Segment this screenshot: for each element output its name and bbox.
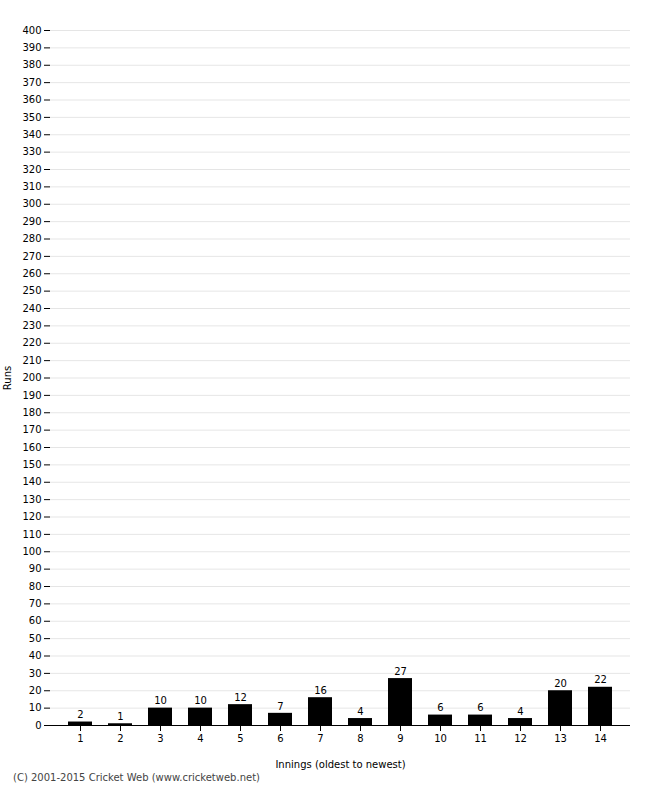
svg-text:80: 80: [29, 581, 42, 592]
svg-text:2: 2: [117, 733, 123, 744]
svg-text:330: 330: [22, 146, 41, 157]
svg-text:10: 10: [434, 733, 447, 744]
svg-text:400: 400: [22, 25, 41, 36]
svg-text:3: 3: [157, 733, 163, 744]
svg-text:250: 250: [22, 285, 41, 296]
svg-text:4: 4: [357, 706, 363, 717]
svg-text:1: 1: [117, 711, 123, 722]
svg-text:6: 6: [277, 733, 283, 744]
svg-text:12: 12: [234, 692, 247, 703]
svg-text:280: 280: [22, 233, 41, 244]
svg-text:4: 4: [197, 733, 203, 744]
svg-text:130: 130: [22, 494, 41, 505]
svg-text:10: 10: [29, 702, 42, 713]
svg-text:22: 22: [594, 674, 607, 685]
svg-text:70: 70: [29, 598, 42, 609]
svg-text:9: 9: [397, 733, 403, 744]
svg-text:7: 7: [277, 701, 283, 712]
svg-text:160: 160: [22, 442, 41, 453]
svg-text:Innings (oldest to newest): Innings (oldest to newest): [275, 759, 405, 770]
svg-text:200: 200: [22, 372, 41, 383]
svg-text:10: 10: [194, 695, 207, 706]
svg-text:30: 30: [29, 668, 42, 679]
svg-text:6: 6: [437, 702, 443, 713]
svg-text:7: 7: [317, 733, 323, 744]
svg-text:1: 1: [77, 733, 83, 744]
svg-text:240: 240: [22, 303, 41, 314]
svg-text:340: 340: [22, 129, 41, 140]
svg-text:0: 0: [35, 720, 41, 731]
svg-text:300: 300: [22, 198, 41, 209]
svg-text:180: 180: [22, 407, 41, 418]
svg-text:10: 10: [154, 695, 167, 706]
svg-text:Runs: Runs: [2, 366, 13, 390]
svg-text:16: 16: [314, 685, 327, 696]
svg-text:290: 290: [22, 216, 41, 227]
svg-text:40: 40: [29, 650, 42, 661]
svg-text:380: 380: [22, 59, 41, 70]
svg-text:140: 140: [22, 476, 41, 487]
svg-text:230: 230: [22, 320, 41, 331]
svg-text:6: 6: [477, 702, 483, 713]
svg-text:20: 20: [29, 685, 42, 696]
svg-text:320: 320: [22, 164, 41, 175]
svg-text:110: 110: [22, 529, 41, 540]
svg-text:11: 11: [474, 733, 487, 744]
svg-text:100: 100: [22, 546, 41, 557]
svg-text:50: 50: [29, 633, 42, 644]
svg-text:14: 14: [594, 733, 607, 744]
svg-text:12: 12: [514, 733, 527, 744]
svg-text:270: 270: [22, 251, 41, 262]
svg-text:13: 13: [554, 733, 567, 744]
svg-text:5: 5: [237, 733, 243, 744]
svg-text:360: 360: [22, 94, 41, 105]
svg-text:20: 20: [554, 678, 567, 689]
html-text:(C) 2001-2015 Cricket Web (www: (C) 2001-2015 Cricket Web (www.cricketwe…: [13, 772, 260, 783]
svg-text:27: 27: [394, 666, 407, 677]
svg-text:2: 2: [77, 709, 83, 720]
svg-text:370: 370: [22, 77, 41, 88]
svg-text:350: 350: [22, 112, 41, 123]
svg-text:210: 210: [22, 355, 41, 366]
svg-text:8: 8: [357, 733, 363, 744]
svg-text:170: 170: [22, 424, 41, 435]
svg-text:120: 120: [22, 511, 41, 522]
svg-text:310: 310: [22, 181, 41, 192]
svg-text:260: 260: [22, 268, 41, 279]
svg-text:4: 4: [517, 706, 523, 717]
svg-text:150: 150: [22, 459, 41, 470]
svg-text:390: 390: [22, 42, 41, 53]
svg-text:90: 90: [29, 563, 42, 574]
svg-text:190: 190: [22, 390, 41, 401]
svg-text:60: 60: [29, 615, 42, 626]
svg-text:220: 220: [22, 337, 41, 348]
